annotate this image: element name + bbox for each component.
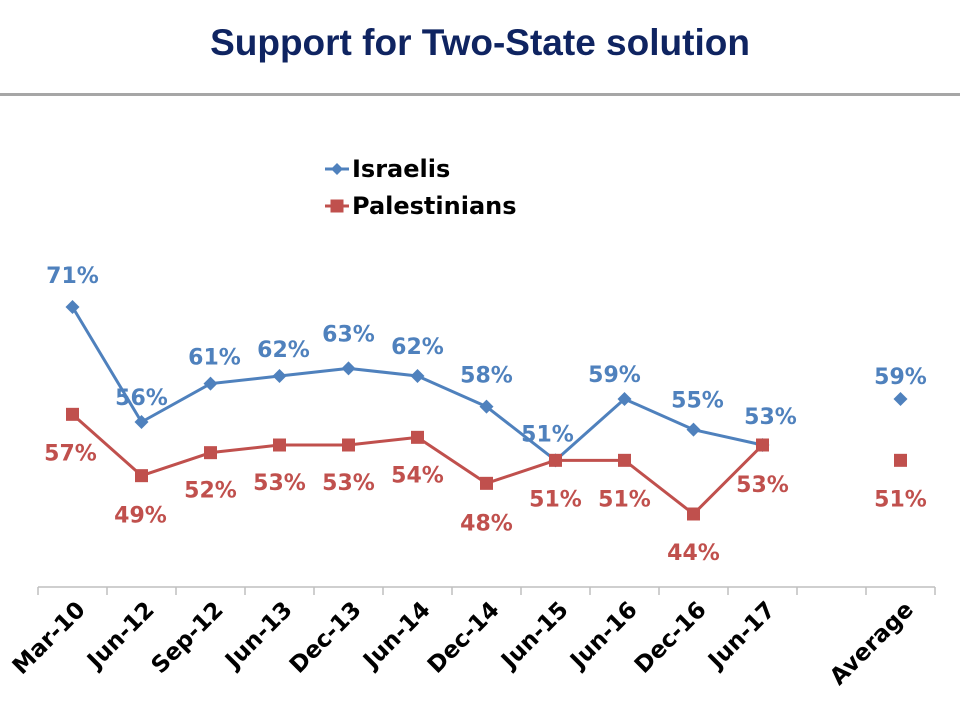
data-point-square	[618, 453, 631, 467]
data-label: 53%	[322, 471, 375, 496]
data-label: 59%	[874, 365, 927, 390]
data-point-diamond	[272, 369, 287, 383]
x-tick-label: Jun-13	[219, 597, 297, 675]
data-label: 53%	[744, 405, 797, 430]
data-label: 61%	[188, 346, 241, 371]
data-point-diamond	[479, 399, 494, 414]
x-tick-label: Jun-15	[495, 597, 573, 675]
data-label: 54%	[391, 463, 444, 488]
data-label: 58%	[460, 364, 513, 389]
chart-legend: Israelis Palestinians	[324, 150, 517, 224]
x-tick-label: Jun-14	[357, 597, 435, 675]
legend-label-palestinians: Palestinians	[352, 191, 517, 220]
data-label: 51%	[529, 487, 582, 512]
square-marker-icon	[325, 199, 349, 212]
x-tick-label: Mar-10	[8, 597, 91, 680]
data-point-square	[411, 430, 424, 444]
data-label: 63%	[322, 322, 375, 347]
data-point-square	[549, 453, 562, 467]
data-point-square	[66, 407, 79, 421]
data-label: 55%	[671, 389, 724, 414]
data-label: 59%	[588, 363, 641, 388]
data-point-diamond	[617, 392, 632, 406]
data-label: 57%	[44, 441, 97, 466]
x-tick-label: Jun-17	[702, 597, 780, 675]
x-tick-label: Dec-14	[423, 597, 505, 679]
data-label: 51%	[521, 422, 574, 447]
title-divider	[0, 93, 960, 96]
data-point-diamond	[893, 392, 908, 406]
data-label: 52%	[184, 479, 237, 504]
data-point-diamond	[686, 422, 701, 437]
data-label: 48%	[460, 511, 513, 536]
data-point-square	[687, 507, 700, 521]
legend-item-israelis: Israelis	[324, 150, 517, 187]
diamond-marker-icon	[325, 162, 349, 175]
legend-label-israelis: Israelis	[352, 154, 451, 183]
data-point-diamond	[410, 369, 425, 383]
data-label: 53%	[253, 471, 306, 496]
data-point-square	[480, 476, 493, 490]
x-tick-label: Jun-12	[81, 597, 159, 675]
data-label: 62%	[391, 335, 444, 360]
data-label: 49%	[114, 504, 167, 529]
data-point-diamond	[134, 415, 149, 429]
data-point-diamond	[203, 376, 218, 391]
data-point-square	[204, 446, 217, 460]
data-point-diamond	[341, 361, 356, 376]
x-tick-label: Dec-13	[285, 597, 367, 679]
data-point-square	[894, 453, 907, 467]
chart-title: Support for Two-State solution	[210, 22, 750, 63]
data-label: 56%	[115, 386, 168, 411]
legend-item-palestinians: Palestinians	[324, 187, 517, 224]
data-label: 51%	[874, 487, 927, 512]
x-tick-label: Sep-12	[147, 597, 229, 679]
data-point-square	[135, 469, 148, 483]
x-tick-label: Average	[825, 597, 919, 691]
data-point-square	[273, 438, 286, 452]
data-label: 71%	[46, 264, 99, 289]
data-label: 62%	[257, 338, 310, 363]
data-label: 53%	[736, 473, 789, 498]
x-tick-label: Jun-16	[564, 597, 642, 675]
data-point-square	[756, 438, 769, 452]
data-point-square	[342, 438, 355, 452]
data-label: 44%	[667, 541, 720, 566]
data-label: 51%	[598, 487, 651, 512]
x-tick-label: Dec-16	[630, 597, 712, 679]
data-point-diamond	[65, 300, 80, 314]
